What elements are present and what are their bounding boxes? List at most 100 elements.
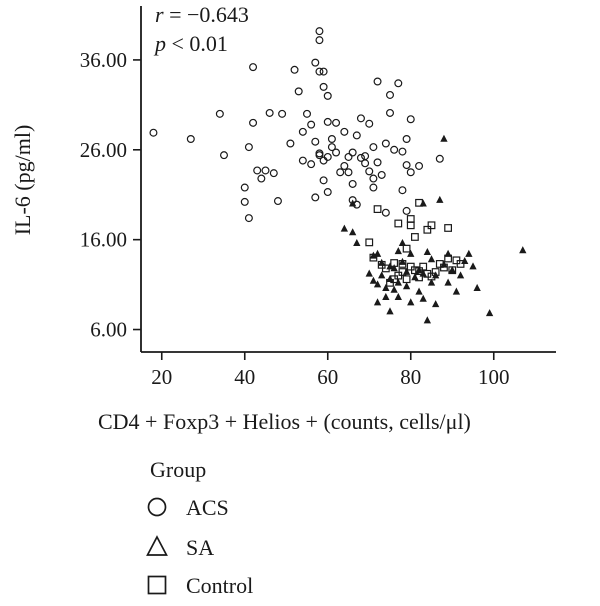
acs-point — [323, 117, 332, 126]
control-point — [402, 275, 411, 284]
sa-point — [440, 134, 448, 142]
acs-point — [269, 169, 278, 178]
sa-point — [394, 292, 402, 300]
sa-point — [431, 300, 440, 308]
acs-point — [381, 139, 390, 148]
sa-point — [373, 298, 382, 306]
acs-point — [381, 208, 390, 217]
sa-point — [386, 274, 394, 283]
x-tick-label: 20 — [151, 365, 172, 389]
acs-point — [315, 27, 324, 36]
legend-label-sa: SA — [186, 535, 214, 560]
acs-point — [348, 179, 357, 188]
sa-point — [402, 267, 411, 275]
sa-point — [373, 280, 382, 288]
acs-point — [294, 87, 303, 96]
acs-point — [319, 156, 328, 165]
acs-point — [319, 67, 328, 76]
control-point — [415, 267, 423, 276]
acs-point — [394, 79, 403, 88]
r-symbol: r — [155, 2, 164, 27]
sa-point — [353, 238, 361, 247]
acs-point — [356, 114, 365, 123]
sa-point — [373, 249, 382, 257]
sa-point — [473, 283, 481, 291]
series-acs — [149, 27, 444, 223]
legend-label-control: Control — [186, 573, 253, 598]
sa-point — [378, 258, 386, 266]
acs-point — [286, 139, 295, 148]
acs-point — [402, 206, 411, 215]
sa-point — [448, 265, 456, 274]
acs-point — [352, 131, 361, 140]
control-point — [381, 264, 390, 273]
control-point — [415, 198, 423, 207]
acs-point — [348, 148, 357, 157]
control-point — [456, 260, 465, 268]
sa-point — [436, 195, 444, 203]
legend-title: Group — [150, 457, 206, 482]
acs-point — [336, 168, 345, 177]
acs-point — [249, 118, 258, 127]
axes — [140, 6, 556, 353]
acs-point — [220, 151, 229, 160]
control-point — [373, 205, 382, 214]
x-tick-label: 100 — [478, 365, 510, 389]
acs-point — [303, 109, 312, 118]
control-point — [398, 268, 407, 276]
sa-point — [348, 228, 357, 236]
acs-point — [240, 197, 249, 206]
sa-point — [519, 246, 527, 254]
control-point — [390, 259, 399, 267]
sa-point — [378, 271, 386, 279]
control-point — [365, 238, 374, 247]
acs-point — [319, 82, 328, 91]
acs-point — [307, 120, 316, 129]
acs-point — [406, 168, 415, 177]
acs-point — [332, 148, 341, 157]
acs-point — [298, 127, 307, 136]
acs-point — [315, 151, 324, 160]
acs-point — [261, 166, 270, 175]
sa-point — [415, 287, 423, 295]
sa-point — [456, 271, 465, 279]
sa-point — [369, 276, 378, 284]
correlation-stat: r = −0.643 — [155, 2, 249, 27]
acs-point — [249, 63, 258, 72]
acs-point — [402, 135, 411, 144]
acs-point — [369, 143, 378, 152]
sa-point — [419, 294, 427, 302]
control-point — [440, 263, 448, 272]
sa-point — [386, 307, 394, 315]
sa-point — [365, 269, 373, 277]
acs-point — [311, 137, 320, 146]
acs-point — [398, 147, 407, 156]
acs-point — [186, 135, 195, 144]
acs-point — [356, 153, 365, 162]
acs-point — [273, 197, 282, 206]
acs-point — [402, 161, 411, 170]
acs-point — [215, 109, 224, 118]
control-point — [398, 260, 407, 268]
acs-point — [377, 170, 386, 179]
control-point — [369, 253, 378, 262]
acs-point — [319, 176, 328, 185]
acs-point — [327, 143, 336, 152]
acs-point — [290, 65, 299, 74]
legend-circle-icon — [147, 497, 167, 517]
sa-point — [411, 273, 419, 281]
control-point — [394, 219, 403, 228]
x-ticks: 20 40 60 80 100 — [151, 352, 510, 389]
acs-point — [373, 158, 382, 167]
sa-point — [382, 292, 390, 300]
acs-point — [340, 127, 349, 136]
sa-point — [444, 278, 452, 286]
acs-point — [265, 108, 274, 117]
sa-point — [390, 264, 398, 272]
sa-point — [423, 247, 432, 256]
acs-point — [240, 183, 249, 192]
acs-point — [398, 186, 407, 195]
control-point — [411, 266, 419, 275]
acs-point — [340, 161, 349, 170]
